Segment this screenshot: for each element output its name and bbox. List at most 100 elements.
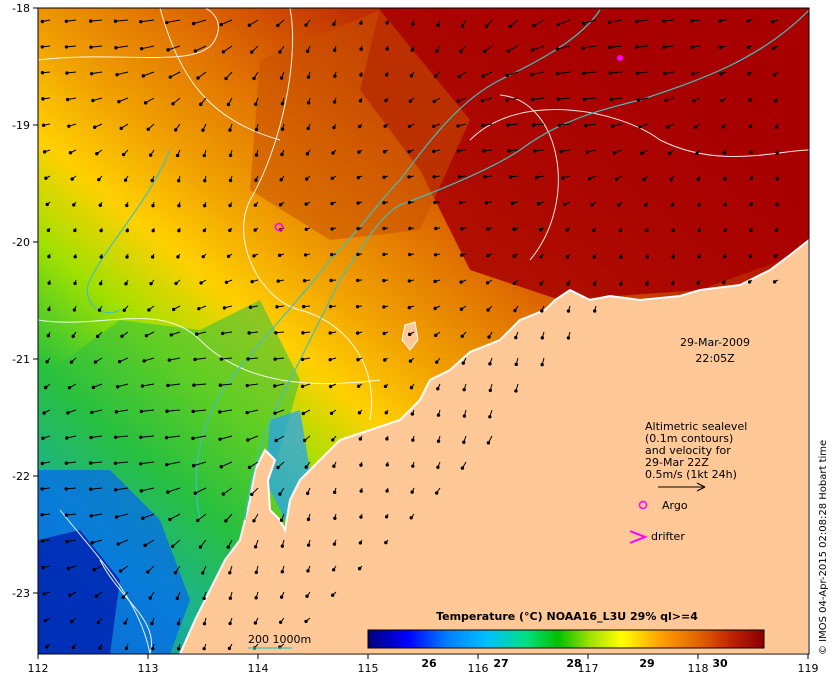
velocity-arrow [532,45,545,51]
velocity-arrow-head [662,19,666,23]
velocity-arrow-head [407,149,411,154]
velocity-arrow-head [747,72,751,76]
velocity-arrow-head [175,153,180,158]
velocity-arrow-head [459,253,464,257]
velocity-arrow-head [69,360,74,364]
velocity-arrow-head [151,203,155,208]
lon-tick-label: 117 [578,662,599,675]
velocity-arrow-head [565,255,570,259]
velocity-arrow-head [90,541,94,545]
velocity-arrow-head [119,126,123,131]
velocity-arrow-head [141,516,145,520]
velocity-arrow-head [254,128,259,132]
velocity-arrow-head [91,98,95,103]
velocity-arrow [117,383,129,388]
velocity-arrow-head [227,646,232,651]
velocity-arrow [507,97,519,101]
velocity-arrow-head [615,177,619,181]
velocity-arrow [223,487,233,495]
velocity-arrow [583,19,597,24]
contour-legend: 200 1000m [248,633,311,649]
velocity-arrow-head [68,593,72,597]
velocity-arrow [115,19,129,22]
lat-tick-label: -18 [12,2,30,15]
velocity-arrow-head [226,545,230,549]
velocity-arrow-head [746,19,750,23]
velocity-arrow-head [305,491,310,496]
velocity-arrow-head [120,334,124,338]
velocity-arrow-head [720,98,724,103]
velocity-arrow-head [73,228,77,233]
velocity-arrow-head [771,46,776,51]
velocity-arrow [220,383,233,386]
velocity-arrow-head [191,409,195,414]
velocity-arrow-head [456,99,460,103]
velocity-arrow-head [723,228,727,233]
velocity-arrow-head [408,226,412,231]
velocity-arrow-head [274,331,278,335]
velocity-arrow [194,357,207,360]
velocity-arrow-head [356,201,360,205]
velocity-arrow-head [42,411,46,415]
velocity-arrow-head [139,489,144,493]
velocity-arrow-head [254,153,259,157]
velocity-arrow [91,409,103,413]
velocity-arrow-head [124,646,129,651]
velocity-arrow-head [584,123,588,128]
velocity-arrow-head [695,151,699,156]
velocity-arrow [142,513,155,519]
velocity-arrow [91,71,103,75]
velocity-arrow [193,461,207,467]
velocity-arrow-head [721,125,725,129]
lon-tick-label: 113 [138,662,159,675]
velocity-arrow-head [146,127,150,131]
velocity-arrow-head [482,49,487,54]
velocity-arrow-head [409,516,413,520]
velocity-arrow-head [150,255,155,259]
velocity-arrow-head [276,279,280,283]
velocity-arrow-head [667,151,672,156]
velocity-arrow-head [88,461,93,465]
velocity-arrow-head [91,385,96,390]
velocity-arrow-head [333,74,337,78]
velocity-arrow [221,461,233,468]
velocity-arrow-head [640,151,644,155]
land-mass [178,238,809,654]
velocity-arrow-head [46,334,51,338]
velocity-arrow-head [773,254,778,258]
velocity-arrow-head [748,124,753,128]
velocity-arrow-head [226,102,231,107]
velocity-arrow [508,45,519,52]
velocity-arrow-head [460,226,464,231]
velocity-arrow-head [592,228,596,233]
velocity-arrow-head [193,49,198,53]
velocity-arrow-head [610,124,615,128]
velocity-arrow-head [540,336,545,340]
velocity-arrow-head [697,203,701,207]
velocity-arrow-head [300,357,305,362]
velocity-arrow-head [408,252,412,257]
drifter-legend-label: drifter [651,530,685,543]
velocity-arrow-head [280,569,285,574]
velocity-arrow [90,487,103,490]
velocity-arrow-head [690,19,694,23]
velocity-arrow-head [328,384,333,389]
velocity-arrow-head [139,462,143,466]
velocity-arrow-head [202,228,207,233]
velocity-arrow-head [97,177,101,182]
velocity-arrow [219,409,233,413]
velocity-arrow [220,19,233,26]
velocity-arrow-head [410,48,415,52]
velocity-arrow-head [89,45,93,49]
velocity-arrow-head [125,203,129,208]
velocity-arrow-head [359,463,363,467]
velocity-arrow-head [385,47,389,51]
velocity-arrow-head [665,125,670,129]
velocity-arrow-head [302,278,307,283]
velocity-arrow-head [248,305,253,309]
velocity-arrow-head [196,518,200,523]
velocity-arrow [609,45,623,48]
velocity-arrow-head [304,465,308,469]
velocity-arrow-head [359,73,363,77]
velocity-arrow-head [385,489,389,493]
